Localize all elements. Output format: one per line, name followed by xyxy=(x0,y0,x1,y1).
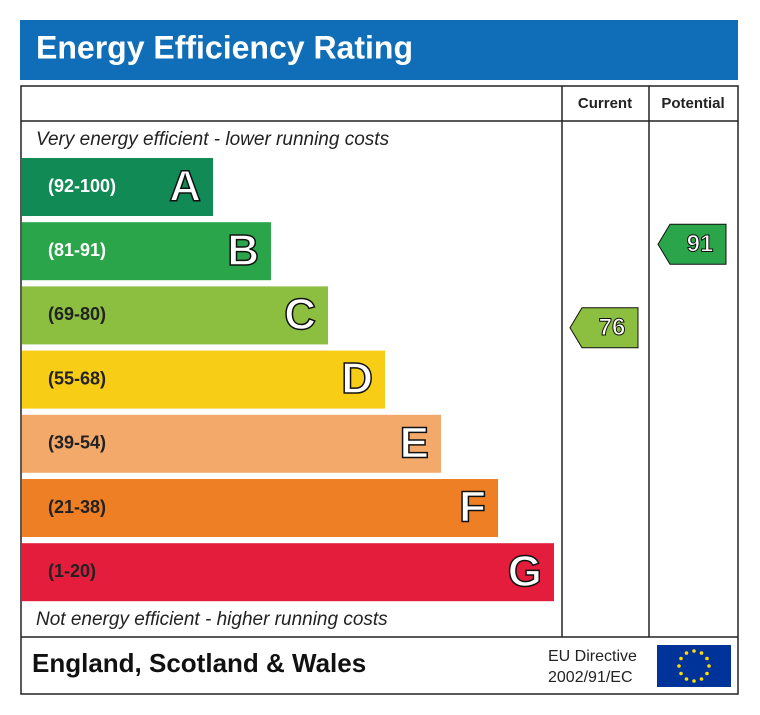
band-letter: C xyxy=(284,290,316,339)
band-bar xyxy=(22,158,213,216)
band-bar xyxy=(22,222,271,281)
band-range: (1-20) xyxy=(48,561,96,581)
star xyxy=(699,651,704,655)
eu-stars xyxy=(677,649,711,683)
potential-arrow xyxy=(657,223,727,265)
star xyxy=(679,671,683,676)
potential-value: 91 xyxy=(687,231,714,258)
star xyxy=(699,677,704,681)
star xyxy=(684,677,689,681)
directive: 2002/91/EC xyxy=(548,669,633,686)
potential-header: Potential xyxy=(661,95,724,112)
band-range: (69-80) xyxy=(48,304,106,324)
band-bar xyxy=(22,543,554,602)
band-bar xyxy=(22,286,328,345)
band-letter: E xyxy=(400,418,429,467)
region: England, Scotland & Wales xyxy=(32,648,366,678)
band-letter: A xyxy=(169,162,201,211)
current-arrow xyxy=(569,307,639,349)
star xyxy=(707,664,711,668)
band-letter: G xyxy=(508,547,542,596)
band-bar xyxy=(22,479,498,537)
directive: EU Directive xyxy=(548,648,637,665)
star xyxy=(692,679,696,683)
star xyxy=(692,649,696,653)
star xyxy=(677,664,681,668)
bottom-note: Not energy efficient - higher running co… xyxy=(36,609,388,630)
band-bar xyxy=(22,350,385,409)
top-note: Very energy efficient - lower running co… xyxy=(36,129,390,150)
band-range: (55-68) xyxy=(48,368,106,388)
band-range: (92-100) xyxy=(48,176,116,196)
band-letter: B xyxy=(227,226,259,275)
band-letter: D xyxy=(341,354,373,403)
title-bar xyxy=(20,20,738,80)
star xyxy=(679,656,683,661)
star xyxy=(684,651,689,655)
band-range: (39-54) xyxy=(48,433,106,453)
band-letter: F xyxy=(459,483,486,532)
band-bar xyxy=(22,414,441,473)
band-range: (21-38) xyxy=(48,497,106,517)
band-range: (81-91) xyxy=(48,240,106,260)
current-header: Current xyxy=(578,95,632,112)
star xyxy=(705,671,709,676)
star xyxy=(705,656,709,661)
current-value: 76 xyxy=(599,314,626,341)
frame xyxy=(20,85,739,695)
title: Energy Efficiency Rating xyxy=(36,29,413,65)
